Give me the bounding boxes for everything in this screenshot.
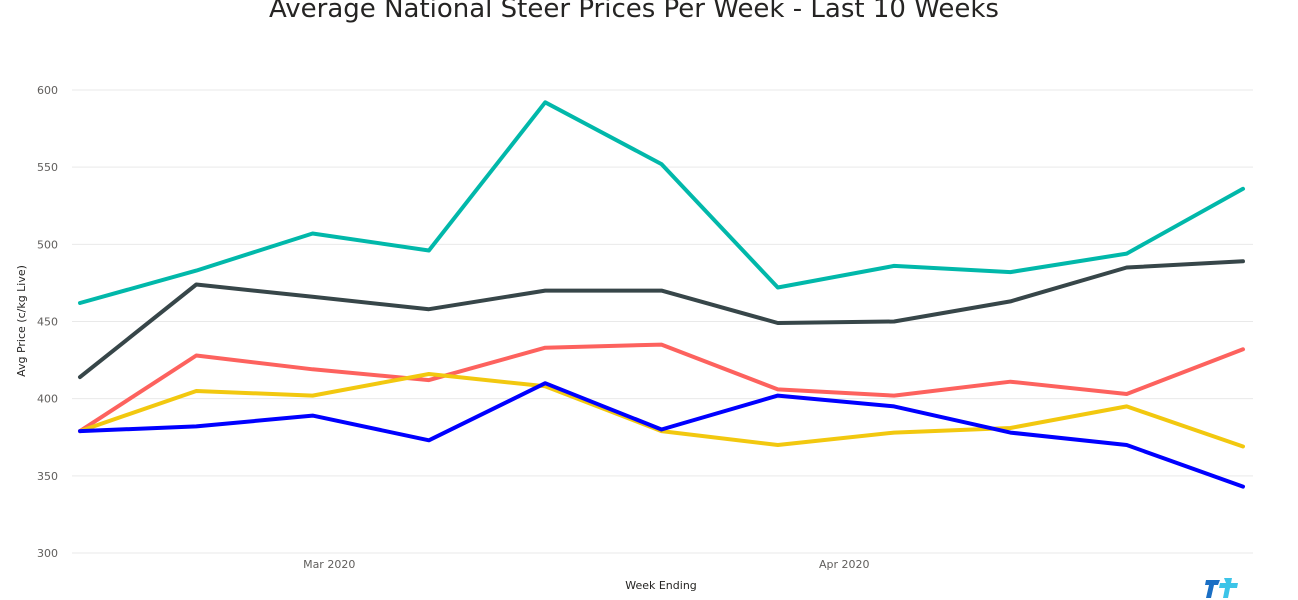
series-line-4[interactable] <box>78 372 1245 449</box>
y-axis-title: Avg Price (c/kg Live) <box>15 265 28 377</box>
brand-logo-icon <box>1205 578 1238 598</box>
y-tick-label: 500 <box>37 238 58 251</box>
series-line-5[interactable] <box>78 381 1245 489</box>
y-tick-label: 300 <box>37 547 58 560</box>
series-line-3[interactable] <box>78 342 1245 434</box>
x-axis-ticks: Mar 2020 Apr 2020 <box>303 558 869 571</box>
gridlines <box>72 89 1253 554</box>
y-tick-label: 600 <box>37 84 58 97</box>
y-tick-label: 350 <box>37 470 58 483</box>
series-line-1[interactable] <box>78 100 1245 305</box>
y-tick-label: 550 <box>37 161 58 174</box>
y-tick-label: 450 <box>37 316 58 329</box>
y-tick-label: 400 <box>37 393 58 406</box>
series-lines <box>78 100 1245 489</box>
chart-title: Average National Steer Prices Per Week -… <box>269 0 999 24</box>
x-axis-title: Week Ending <box>625 579 697 592</box>
series-line-2[interactable] <box>78 259 1245 380</box>
x-tick-label: Apr 2020 <box>819 558 870 571</box>
x-tick-label: Mar 2020 <box>303 558 355 571</box>
y-axis-ticks: 300 350 400 450 500 550 600 <box>37 84 58 560</box>
